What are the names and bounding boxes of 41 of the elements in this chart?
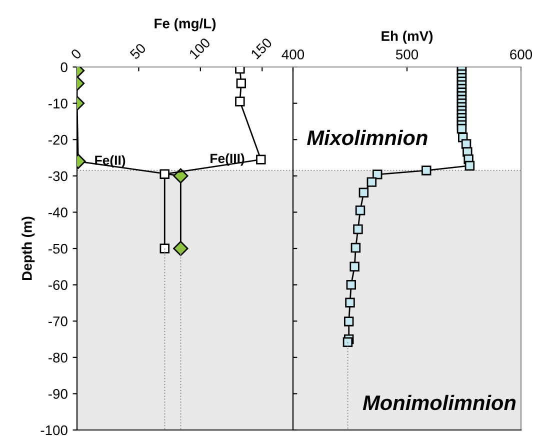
point [353, 224, 363, 234]
point [346, 280, 356, 290]
x-tick-label: 0 [70, 48, 82, 60]
y-axis-title: Depth (m) [22, 216, 35, 280]
y-tick-label: 0 [60, 62, 68, 72]
point [236, 78, 246, 88]
series-label: Fe(II) [95, 155, 126, 168]
point [372, 170, 382, 180]
y-tick-label: -10 [48, 98, 68, 108]
point [422, 166, 432, 176]
point [350, 262, 360, 272]
point [464, 160, 475, 171]
point [350, 242, 361, 253]
point [235, 96, 245, 106]
x-axis-title: Fe (mg/L) [154, 18, 216, 32]
point [256, 154, 266, 164]
point [342, 337, 353, 348]
x-tick-label: 400 [282, 50, 304, 60]
x-tick-label: 600 [510, 50, 532, 60]
y-tick-label: -30 [48, 171, 68, 182]
series-label: Fe(III) [210, 153, 244, 166]
annotation: Mixolimnion [307, 130, 428, 146]
point [345, 298, 355, 308]
point [355, 206, 366, 216]
y-tick-label: -70 [48, 316, 68, 326]
point [358, 188, 369, 198]
y-tick-label: -100 [40, 425, 68, 436]
x-tick-label: 50 [129, 42, 146, 60]
y-tick-label: -20 [48, 134, 68, 145]
annotation: Monimolimnion [362, 394, 516, 410]
x-tick-label: 100 [188, 37, 211, 60]
y-tick-label: -90 [48, 389, 68, 399]
x-axis-title: Eh (mV) [382, 30, 433, 44]
point [344, 316, 354, 326]
y-tick-label: -50 [48, 244, 68, 254]
y-tick-label: -60 [48, 280, 68, 290]
y-tick-label: -80 [48, 352, 68, 363]
x-tick-label: 150 [250, 37, 273, 60]
x-tick-label: 500 [396, 50, 418, 60]
point [366, 177, 377, 187]
y-tick-label: -40 [48, 208, 68, 218]
